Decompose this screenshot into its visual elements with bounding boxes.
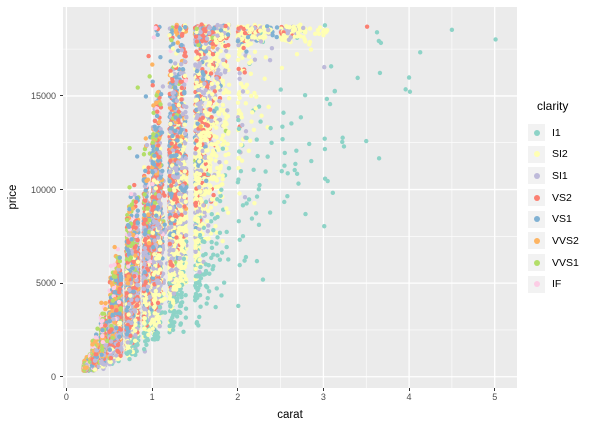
- x-tick-mark: [408, 388, 410, 391]
- legend-key: [528, 232, 545, 250]
- legend-item-si1: SI1: [528, 167, 579, 185]
- legend-dot-icon: [533, 237, 540, 244]
- legend-item-if: IF: [528, 275, 579, 293]
- y-tick-mark: [60, 95, 63, 97]
- x-tick-label: 2: [235, 392, 241, 402]
- legend-item-si2: SI2: [528, 145, 579, 163]
- legend-dot-icon: [533, 194, 540, 201]
- legend-dot-icon: [533, 151, 540, 158]
- legend: clarity I1 SI2 SI1 VS2 VS1 VVS2 VVS1 IF: [528, 99, 579, 298]
- legend-dot-icon: [533, 259, 540, 266]
- x-tick-mark: [237, 388, 239, 391]
- legend-item-i1: I1: [528, 124, 579, 141]
- legend-dot-icon: [533, 172, 540, 179]
- x-axis-title: carat: [277, 409, 303, 421]
- y-tick-label: 0: [50, 371, 56, 382]
- y-tick-label: 5000: [35, 278, 56, 289]
- legend-key: [528, 254, 545, 272]
- legend-label: VVS2: [552, 234, 579, 247]
- x-tick-mark: [65, 388, 67, 391]
- legend-key: [528, 145, 545, 163]
- legend-item-vs1: VS1: [528, 210, 579, 228]
- legend-label: IF: [552, 278, 562, 291]
- legend-key: [528, 275, 545, 293]
- x-tick-label: 0: [63, 392, 69, 402]
- y-tick-label: 15000: [30, 90, 56, 101]
- legend-label: VVS1: [552, 256, 579, 269]
- x-tick-mark: [494, 388, 496, 391]
- scatter-canvas: [63, 7, 517, 388]
- legend-title: clarity: [537, 99, 569, 113]
- x-tick-label: 5: [492, 392, 498, 402]
- x-tick-mark: [322, 388, 324, 391]
- legend-dot-icon: [533, 216, 540, 223]
- legend-items: I1 SI2 SI1 VS2 VS1 VVS2 VVS1 IF: [528, 124, 579, 293]
- y-tick-label: 10000: [30, 184, 56, 195]
- legend-item-vs2: VS2: [528, 189, 579, 207]
- legend-label: VS1: [552, 213, 572, 226]
- y-tick-mark: [60, 282, 63, 284]
- y-axis-title: price: [7, 184, 19, 210]
- x-tick-label: 4: [406, 392, 412, 402]
- legend-key: [528, 210, 545, 228]
- x-tick-label: 3: [320, 392, 326, 402]
- legend-item-vvs1: VVS1: [528, 254, 579, 272]
- legend-label: SI1: [552, 169, 568, 182]
- legend-key: [528, 167, 545, 185]
- legend-dot-icon: [533, 281, 540, 288]
- legend-dot-icon: [533, 129, 540, 136]
- y-tick-mark: [60, 376, 63, 378]
- legend-key: [528, 124, 545, 141]
- x-tick-label: 1: [149, 392, 155, 402]
- x-tick-mark: [151, 388, 153, 391]
- legend-item-vvs2: VVS2: [528, 232, 579, 250]
- legend-label: I1: [552, 126, 561, 139]
- legend-key: [528, 189, 545, 207]
- y-tick-mark: [60, 189, 63, 191]
- legend-label: VS2: [552, 191, 572, 204]
- plot-panel: [63, 7, 517, 388]
- legend-label: SI2: [552, 148, 568, 161]
